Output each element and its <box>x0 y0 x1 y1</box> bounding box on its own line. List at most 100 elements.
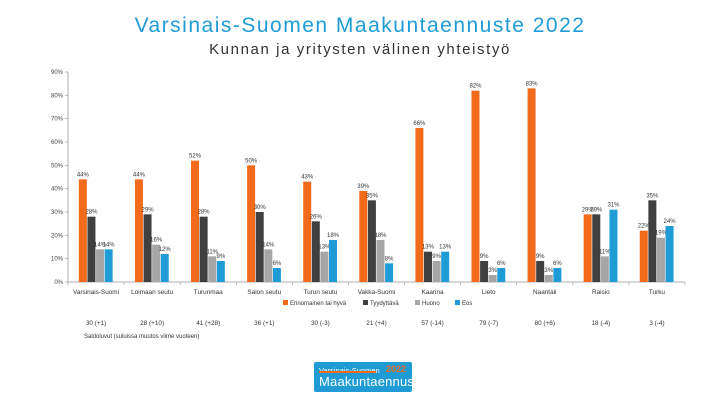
bar <box>536 261 545 282</box>
data-label: 12% <box>159 247 172 253</box>
data-label: 43% <box>301 175 314 181</box>
bar <box>78 179 87 282</box>
saldo-value: 18 (-4) <box>591 320 611 327</box>
bar <box>471 90 480 283</box>
data-label: 9% <box>480 254 489 260</box>
x-category-label: Loimaan seutu <box>131 289 173 296</box>
bar <box>441 251 450 282</box>
x-category-label: Turunmaa <box>194 289 223 296</box>
data-label: 44% <box>77 172 90 178</box>
legend-swatch <box>283 300 288 305</box>
logo-stripe <box>319 371 376 373</box>
saldo-note: Saldoluvut (suluissa muutos viime vuotee… <box>84 334 200 340</box>
data-label: 31% <box>607 203 620 209</box>
data-label: 18% <box>327 233 340 239</box>
bar <box>415 128 424 282</box>
data-label: 19% <box>655 231 668 237</box>
bar <box>320 251 329 282</box>
y-tick-label: 20% <box>51 233 64 239</box>
data-label: 6% <box>497 261 506 267</box>
data-label: 14% <box>103 242 116 248</box>
data-label: 16% <box>150 238 163 244</box>
y-tick-label: 40% <box>51 187 64 193</box>
saldo-value: 30 (+1) <box>85 320 107 327</box>
data-label: 3% <box>544 268 553 274</box>
bar <box>639 230 648 282</box>
bar <box>609 209 618 282</box>
data-label: 44% <box>133 172 146 178</box>
logo-line2: Maakuntaennuste <box>319 374 426 389</box>
y-tick-label: 80% <box>51 93 64 99</box>
legend-label: Tyydyttävä <box>370 301 399 307</box>
data-label: 18% <box>374 233 387 239</box>
data-label: 11% <box>599 249 611 255</box>
maakuntaennuste-logo: Varsinais-Suomen 2022 Maakuntaennuste <box>314 362 425 392</box>
legend-label: Huono <box>422 301 440 307</box>
bar <box>96 249 105 282</box>
bar <box>247 165 256 282</box>
data-label: 3% <box>488 268 497 274</box>
x-category-label: Varsinais-Suomi <box>73 289 119 296</box>
chart-subtitle: Kunnan ja yritysten välinen yhteistyö <box>209 41 511 58</box>
bar <box>311 221 320 282</box>
bar <box>272 268 281 282</box>
x-category-label: Turku <box>649 289 666 296</box>
saldo-value: 30 (-3) <box>310 320 330 327</box>
x-category-label: Salon seutu <box>247 289 281 296</box>
data-label: 28% <box>85 210 98 216</box>
bar <box>583 214 592 282</box>
bar <box>191 160 200 282</box>
bar <box>385 263 394 282</box>
bar <box>134 179 143 282</box>
data-label: 13% <box>439 245 452 251</box>
data-label: 82% <box>469 84 482 90</box>
legend-swatch <box>415 300 420 305</box>
saldo-value: 21 (+4) <box>366 320 387 327</box>
data-label: 29% <box>582 207 595 213</box>
bar <box>216 261 225 282</box>
data-label: 13% <box>318 245 331 251</box>
bar <box>432 261 441 282</box>
saldo-value: 57 (-14) <box>421 320 444 327</box>
bar <box>544 275 553 282</box>
y-tick-label: 10% <box>51 257 64 263</box>
saldo-value: 79 (-7) <box>479 320 499 327</box>
bar <box>600 256 609 282</box>
x-category-label: Lieto <box>482 289 496 296</box>
saldo-value: 41 (+28) <box>196 320 221 327</box>
data-label: 9% <box>216 254 225 260</box>
data-label: 13% <box>422 245 435 251</box>
y-tick-label: 90% <box>51 70 64 76</box>
y-tick-label: 50% <box>51 163 64 169</box>
data-label: 30% <box>254 205 267 211</box>
bar <box>143 214 152 282</box>
data-label: 14% <box>94 242 107 248</box>
x-category-label: Vakka-Suomi <box>358 289 396 296</box>
bar <box>488 275 497 282</box>
saldo-value: 28 (+10) <box>140 320 165 327</box>
data-label: 8% <box>385 256 394 262</box>
data-label: 6% <box>553 261 562 267</box>
saldo-value: 80 (+6) <box>534 320 555 327</box>
data-label: 29% <box>590 207 603 213</box>
data-label: 9% <box>432 254 441 260</box>
bar <box>423 251 432 282</box>
bar <box>87 216 96 282</box>
x-category-label: Kaarina <box>422 289 444 296</box>
bar <box>264 249 273 282</box>
bar <box>553 268 562 282</box>
data-label: 52% <box>189 154 202 160</box>
legend-label: Eos <box>462 301 472 307</box>
bar <box>359 191 368 282</box>
data-label: 9% <box>536 254 545 260</box>
bar <box>656 237 665 282</box>
legend-swatch <box>363 300 368 305</box>
data-label: 24% <box>664 219 677 225</box>
y-tick-label: 60% <box>51 140 64 146</box>
x-category-label: Turun seutu <box>303 289 337 296</box>
data-label: 28% <box>198 210 211 216</box>
y-tick-label: 0% <box>54 280 63 286</box>
saldo-value: 36 (+1) <box>254 320 275 327</box>
data-label: 29% <box>142 207 155 213</box>
